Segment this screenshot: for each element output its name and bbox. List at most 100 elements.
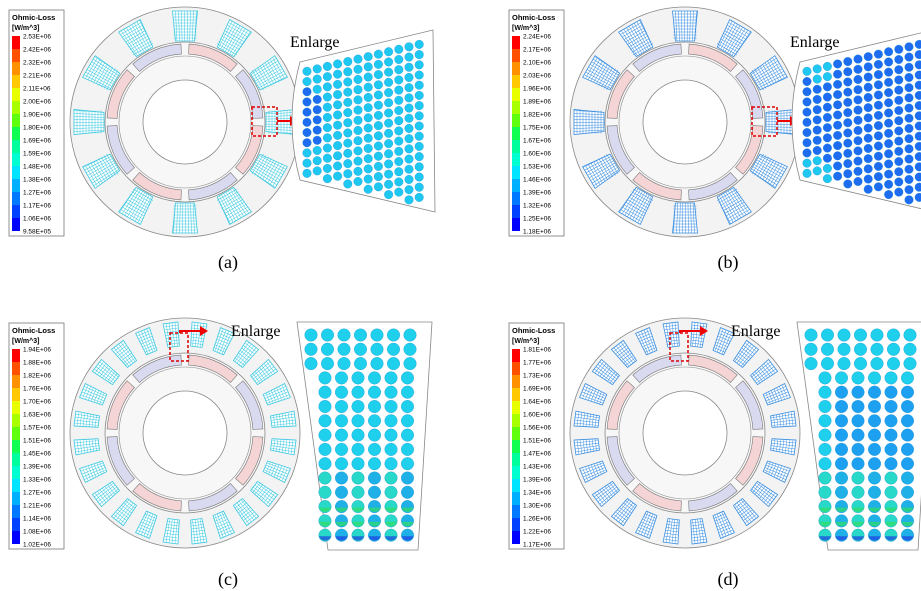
conductor xyxy=(364,52,373,61)
conductor xyxy=(354,343,367,356)
conductor xyxy=(387,357,400,370)
conductor xyxy=(864,144,873,153)
conductor xyxy=(385,472,398,485)
conductor xyxy=(395,157,404,166)
conductor xyxy=(374,182,383,191)
legend-label: 1.38E+06 xyxy=(23,177,51,184)
conductor xyxy=(354,96,363,105)
conductor xyxy=(385,400,398,413)
conductor xyxy=(813,136,822,145)
legend-swatch xyxy=(512,101,520,114)
legend-swatch xyxy=(512,531,520,544)
conductor xyxy=(803,149,812,158)
conductor xyxy=(319,400,332,413)
conductor xyxy=(895,86,904,95)
conductor xyxy=(395,147,404,156)
motor xyxy=(570,7,800,237)
legend-label: 1.89E+06 xyxy=(523,99,551,106)
conductor xyxy=(384,88,393,97)
legend-label: 1.59E+06 xyxy=(23,151,51,158)
conductor xyxy=(305,343,318,356)
legend-label: 1.22E+06 xyxy=(523,529,551,536)
legend-label: 1.51E+06 xyxy=(523,438,551,445)
conductor xyxy=(905,43,914,52)
conductor xyxy=(874,50,883,59)
conductor xyxy=(313,136,322,145)
conductor xyxy=(852,415,865,428)
conductor xyxy=(384,190,393,199)
conductor xyxy=(415,50,424,59)
legend-swatch xyxy=(12,440,20,453)
conductor xyxy=(833,151,842,160)
conductor xyxy=(352,457,365,470)
legend-swatch xyxy=(12,362,20,375)
legend-label: 1.67E+06 xyxy=(523,138,551,145)
enlarge-label: Enlarge xyxy=(231,323,280,340)
legend-swatch xyxy=(12,166,20,179)
motor xyxy=(70,318,300,548)
conductor xyxy=(884,149,893,158)
legend-label: 1.30E+06 xyxy=(523,503,551,510)
legend-label: 1.82E+06 xyxy=(23,373,51,380)
figure-content: Ohmic-Loss[W/m^3]2.53E+062.42E+062.32E+0… xyxy=(9,7,921,590)
conductor xyxy=(323,174,332,183)
page: Ohmic-Loss[W/m^3]2.53E+062.42E+062.32E+0… xyxy=(0,0,921,591)
conductor xyxy=(323,113,332,122)
conductor xyxy=(864,52,873,61)
conductor xyxy=(838,357,851,370)
conductor xyxy=(895,178,904,187)
conductor xyxy=(335,443,348,456)
legend: Ohmic-Loss[W/m^3]2.53E+062.42E+062.32E+0… xyxy=(9,10,64,236)
conductor xyxy=(905,145,914,154)
conductor xyxy=(354,106,363,115)
conductor xyxy=(844,180,853,189)
conductor xyxy=(901,415,914,428)
caption: (d) xyxy=(718,569,739,590)
conductor xyxy=(852,386,865,399)
conductor xyxy=(319,472,332,485)
conductor xyxy=(895,96,904,105)
conductor xyxy=(384,149,393,158)
legend-label: 1.46E+06 xyxy=(523,177,551,184)
conductor xyxy=(384,58,393,67)
conductor xyxy=(368,457,381,470)
conductor xyxy=(833,172,842,181)
zoom-view xyxy=(297,322,432,550)
conductor xyxy=(405,63,414,72)
conductor xyxy=(344,78,353,87)
conductor xyxy=(374,162,383,171)
conductor xyxy=(319,429,332,442)
conductor xyxy=(874,60,883,69)
legend: Ohmic-Loss[W/m^3]1.94E+061.88E+061.82E+0… xyxy=(9,323,64,549)
conductor xyxy=(864,73,873,82)
caption: (b) xyxy=(718,252,739,273)
legend-label: 1.08E+06 xyxy=(23,529,51,536)
conductor xyxy=(823,144,832,153)
legend-unit: [W/m^3] xyxy=(512,24,539,32)
conductor xyxy=(374,50,383,59)
conductor xyxy=(415,152,424,161)
legend-swatch xyxy=(512,388,520,401)
conductor xyxy=(368,386,381,399)
conductor xyxy=(884,88,893,97)
legend-swatch xyxy=(512,75,520,88)
conductor xyxy=(344,67,353,76)
conductor xyxy=(344,57,353,66)
conductor xyxy=(338,357,351,370)
conductor xyxy=(868,372,881,385)
conductor xyxy=(387,343,400,356)
conductor xyxy=(333,100,342,109)
conductor xyxy=(884,98,893,107)
conductor xyxy=(854,136,863,145)
conductor xyxy=(323,154,332,163)
conductor xyxy=(364,114,373,123)
conductor xyxy=(874,80,883,89)
conductor xyxy=(303,149,312,158)
legend-swatch xyxy=(12,349,20,362)
conductor xyxy=(344,88,353,97)
conductor xyxy=(415,40,424,49)
conductor xyxy=(823,93,832,102)
legend-label: 1.26E+06 xyxy=(523,516,551,523)
conductor xyxy=(884,109,893,118)
conductor xyxy=(895,188,904,197)
